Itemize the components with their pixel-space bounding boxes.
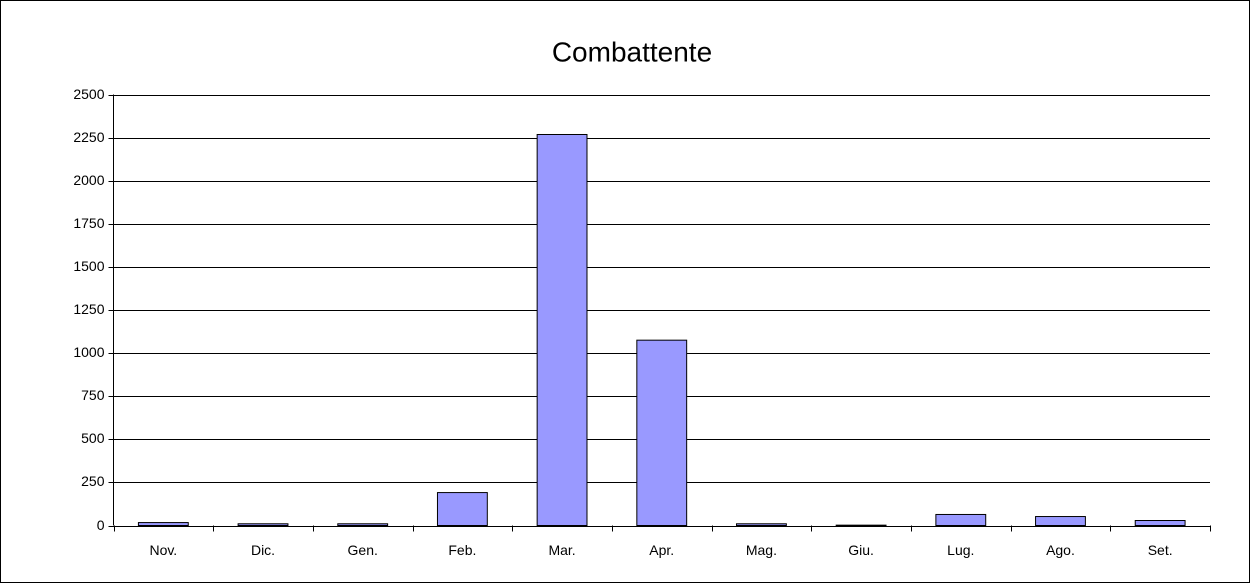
bar [1035, 516, 1086, 527]
x-tick-label: Lug. [947, 542, 974, 558]
y-tick-label: 1000 [73, 344, 104, 360]
y-tick-label: 250 [81, 473, 105, 489]
bar [1134, 520, 1186, 527]
bar [636, 339, 688, 527]
y-tick-label: 2250 [73, 129, 104, 145]
x-tick-label: Ago. [1046, 542, 1075, 558]
bar [237, 523, 289, 527]
x-tick-label: Giu. [848, 542, 874, 558]
chart-title: Combattente [552, 36, 712, 67]
x-tick-label: Set. [1148, 542, 1173, 558]
y-tick-label: 750 [81, 387, 105, 403]
bar [337, 523, 389, 527]
x-tick-label: Gen. [348, 542, 378, 558]
x-tick-label: Nov. [149, 542, 177, 558]
bar [736, 523, 787, 527]
bar [137, 522, 189, 527]
y-tick-label: 1500 [73, 258, 104, 274]
y-tick-label: 2000 [73, 172, 104, 188]
y-tick-label: 1250 [73, 301, 104, 317]
y-tick-label: 500 [81, 430, 105, 446]
bar [436, 492, 488, 526]
x-tick-label: Feb. [448, 542, 476, 558]
y-tick-label: 1750 [73, 215, 104, 231]
x-tick-label: Mar. [548, 542, 575, 558]
x-tick-label: Dic. [251, 542, 275, 558]
bar [536, 133, 588, 526]
bar [935, 513, 987, 526]
x-tick-label: Mag. [746, 542, 777, 558]
y-tick-label: 0 [97, 517, 105, 533]
y-tick-label: 2500 [73, 86, 104, 102]
x-tick-label: Apr. [649, 542, 674, 558]
